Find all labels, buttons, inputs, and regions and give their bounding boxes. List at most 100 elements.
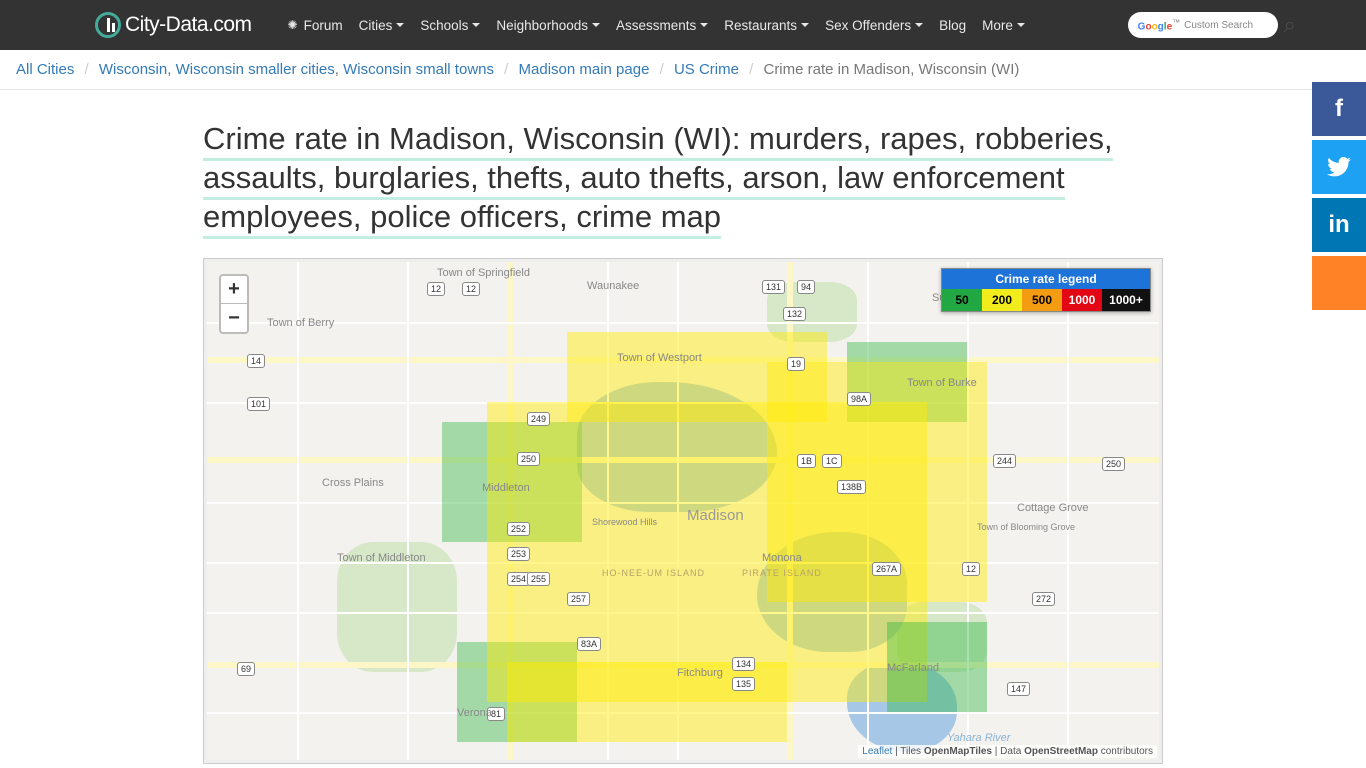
road-shield: 14 xyxy=(247,354,265,368)
caret-icon xyxy=(472,23,480,27)
share-facebook[interactable]: f xyxy=(1312,82,1366,136)
road-shield: 255 xyxy=(527,572,550,586)
place-label: Cottage Grove xyxy=(1017,502,1089,514)
search-icon[interactable]: ⌕ xyxy=(1284,12,1296,38)
road-shield: 83A xyxy=(577,637,601,651)
place-label: Shorewood Hills xyxy=(592,517,657,527)
nav-forum-label: Forum xyxy=(304,18,343,33)
facebook-icon: f xyxy=(1335,95,1343,123)
place-label: McFarland xyxy=(887,662,939,674)
place-label: Town of Middleton xyxy=(337,552,426,564)
road-shield: 250 xyxy=(1102,457,1125,471)
road-shield: 132 xyxy=(783,307,806,321)
map-frame: 12 12 14 131 94 132 101 249 250 19 1B 1C… xyxy=(203,258,1163,764)
share-linkedin[interactable]: in xyxy=(1312,198,1366,252)
road-shield: 12 xyxy=(462,282,480,296)
crumb-us-crime[interactable]: US Crime xyxy=(674,61,739,78)
road-shield: 69 xyxy=(237,662,255,676)
road-shield: 253 xyxy=(507,547,530,561)
nav-forum[interactable]: ✺ Forum xyxy=(280,18,351,33)
place-label: Town of Berry xyxy=(267,317,334,329)
navbar: City-Data.com ✺ Forum Cities Schools Nei… xyxy=(0,0,1366,50)
caret-icon xyxy=(915,23,923,27)
caret-icon xyxy=(592,23,600,27)
place-label-madison: Madison xyxy=(687,507,744,524)
crumb-small-towns[interactable]: Wisconsin small towns xyxy=(343,61,494,78)
twitter-icon xyxy=(1327,157,1351,177)
place-label: Town of Burke xyxy=(907,377,977,389)
road-shield: 134 xyxy=(732,657,755,671)
place-label: PIRATE ISLAND xyxy=(742,568,822,578)
social-rail: f in xyxy=(1312,82,1366,314)
nav-more[interactable]: More xyxy=(974,18,1033,33)
breadcrumb: All Cities / Wisconsin, Wisconsin smalle… xyxy=(16,61,1350,78)
main-content: Crime rate in Madison, Wisconsin (WI): m… xyxy=(203,90,1163,764)
logo-text: City-Data.com xyxy=(125,13,252,37)
crumb-state[interactable]: Wisconsin xyxy=(99,61,167,78)
legend-title: Crime rate legend xyxy=(942,269,1150,289)
caret-icon xyxy=(1017,23,1025,27)
road-shield: 249 xyxy=(527,412,550,426)
road-shield: 19 xyxy=(787,357,805,371)
place-label: Town of Springfield xyxy=(437,267,530,279)
road-shield: 147 xyxy=(1007,682,1030,696)
crime-legend: Crime rate legend 50 200 500 1000 1000+ xyxy=(941,268,1151,312)
road-shield: 1B xyxy=(797,454,816,468)
share-more[interactable] xyxy=(1312,256,1366,310)
nav-cities[interactable]: Cities xyxy=(351,18,413,33)
map-attribution: Leaflet | Tiles OpenMapTiles | Data Open… xyxy=(858,745,1157,758)
zoom-in-button[interactable]: + xyxy=(221,276,247,304)
logo[interactable]: City-Data.com xyxy=(95,12,252,38)
nav-schools[interactable]: Schools xyxy=(412,18,488,33)
place-label: Town of Blooming Grove xyxy=(977,522,1075,532)
place-label: Town of Westport xyxy=(617,352,702,364)
road-shield: 12 xyxy=(962,562,980,576)
road-shield: 94 xyxy=(797,280,815,294)
legend-cell: 1000+ xyxy=(1102,289,1150,311)
road-shield: 1C xyxy=(822,454,842,468)
legend-cell: 1000 xyxy=(1062,289,1102,311)
place-label: Cross Plains xyxy=(322,477,384,489)
road-shield: 98A xyxy=(847,392,871,406)
road-shield: 272 xyxy=(1032,592,1055,606)
zoom-control: + − xyxy=(219,274,249,334)
crumb-all-cities[interactable]: All Cities xyxy=(16,61,74,78)
legend-cell: 200 xyxy=(982,289,1022,311)
nav-assessments[interactable]: Assessments xyxy=(608,18,716,33)
legend-cell: 500 xyxy=(1022,289,1062,311)
nav-sex-offenders[interactable]: Sex Offenders xyxy=(817,18,931,33)
road-shield: 244 xyxy=(993,454,1016,468)
logo-icon xyxy=(95,12,121,38)
caret-icon xyxy=(700,23,708,27)
road-shield: 267A xyxy=(872,562,901,576)
search-input[interactable]: Google™ Custom Search xyxy=(1128,12,1278,38)
place-label: Yahara River xyxy=(947,732,1010,744)
nav-neighborhoods[interactable]: Neighborhoods xyxy=(488,18,608,33)
share-twitter[interactable] xyxy=(1312,140,1366,194)
place-label: Monona xyxy=(762,552,802,564)
linkedin-icon: in xyxy=(1328,211,1349,239)
breadcrumb-bar: All Cities / Wisconsin, Wisconsin smalle… xyxy=(0,50,1366,90)
crumb-main-page[interactable]: Madison main page xyxy=(519,61,650,78)
place-label: Fitchburg xyxy=(677,667,723,679)
road-shield: 138B xyxy=(837,480,866,494)
road-shield: 101 xyxy=(247,397,270,411)
page-title: Crime rate in Madison, Wisconsin (WI): m… xyxy=(203,121,1113,239)
nav-restaurants[interactable]: Restaurants xyxy=(716,18,817,33)
road-shield: 257 xyxy=(567,592,590,606)
caret-icon xyxy=(396,23,404,27)
crumb-current: Crime rate in Madison, Wisconsin (WI) xyxy=(763,61,1019,78)
road-shield: 250 xyxy=(517,452,540,466)
zoom-out-button[interactable]: − xyxy=(221,304,247,332)
google-logo: Google™ xyxy=(1138,18,1180,32)
road-shield: 135 xyxy=(732,677,755,691)
place-label: Verona xyxy=(457,707,492,719)
crumb-smaller-cities[interactable]: Wisconsin smaller cities xyxy=(176,61,335,78)
road-shield: 131 xyxy=(762,280,785,294)
crime-map[interactable]: 12 12 14 131 94 132 101 249 250 19 1B 1C… xyxy=(207,262,1159,760)
nav-blog[interactable]: Blog xyxy=(931,18,974,33)
forum-icon: ✺ xyxy=(288,18,298,32)
caret-icon xyxy=(801,23,809,27)
road-shield: 12 xyxy=(427,282,445,296)
place-label: HO-NEE-UM ISLAND xyxy=(602,568,705,578)
